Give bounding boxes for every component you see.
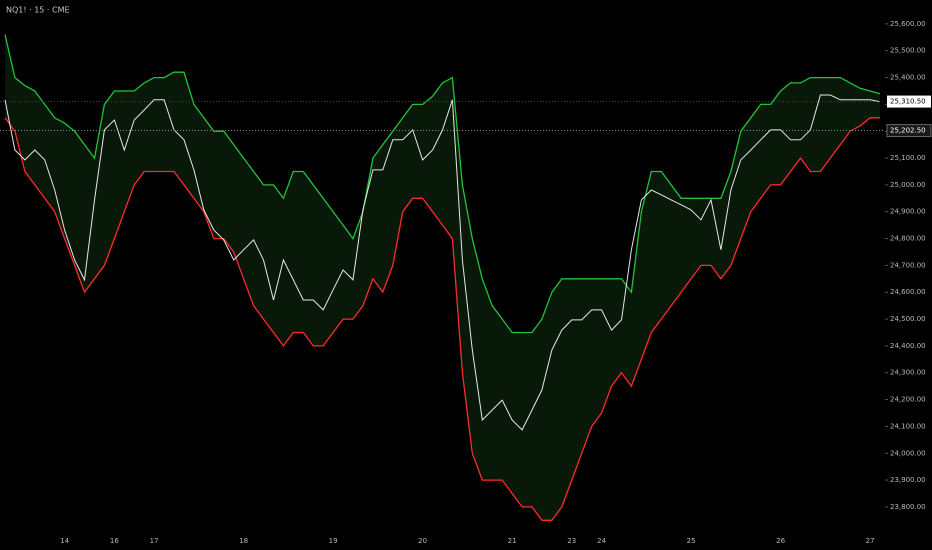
x-tick-label: 23 [567,537,576,545]
x-tick-label: 14 [60,537,69,545]
y-tick-label: 25,000.00 [890,181,926,189]
last-price-box [887,95,931,108]
y-tick-label: 24,700.00 [890,261,926,269]
y-tick-label: 24,000.00 [890,449,926,457]
y-tick-label: 24,600.00 [890,288,926,296]
x-tick-label: 25 [687,537,696,545]
y-tick-label: 24,100.00 [890,422,926,430]
x-tick-label: 21 [508,537,517,545]
y-tick-label: 24,500.00 [890,315,926,323]
y-tick-label: 24,200.00 [890,396,926,404]
y-tick-label: 24,900.00 [890,208,926,216]
x-tick-label: 18 [239,537,248,545]
x-tick-label: 24 [597,537,606,545]
y-tick-label: 25,400.00 [890,74,926,82]
y-tick-label: 24,800.00 [890,235,926,243]
series-line [4,94,881,431]
band-fill [4,34,881,521]
y-tick-label: 25,500.00 [890,47,926,55]
x-tick-label: 19 [329,537,338,545]
y-tick-label: 25,600.00 [890,20,926,28]
crosshair-label-box [886,124,932,138]
x-tick-label: 27 [866,537,875,545]
x-tick-label: 26 [776,537,785,545]
crosshair-label: 25,202.50 [890,127,926,135]
y-tick-label: 23,900.00 [890,476,926,484]
series-line [4,34,881,334]
x-tick-label: 20 [418,537,427,545]
y-tick-label: 23,800.00 [890,503,926,511]
x-tick-label: 17 [150,537,159,545]
y-tick-label: 24,300.00 [890,369,926,377]
x-tick-label: 16 [110,537,119,545]
chart-title: NQ1! · 15 · CME [6,6,70,15]
last-price-label: 25,310.50 [890,98,926,106]
y-tick-label: 25,100.00 [890,154,926,162]
y-tick-label: 24,400.00 [890,342,926,350]
series-line [4,117,880,521]
